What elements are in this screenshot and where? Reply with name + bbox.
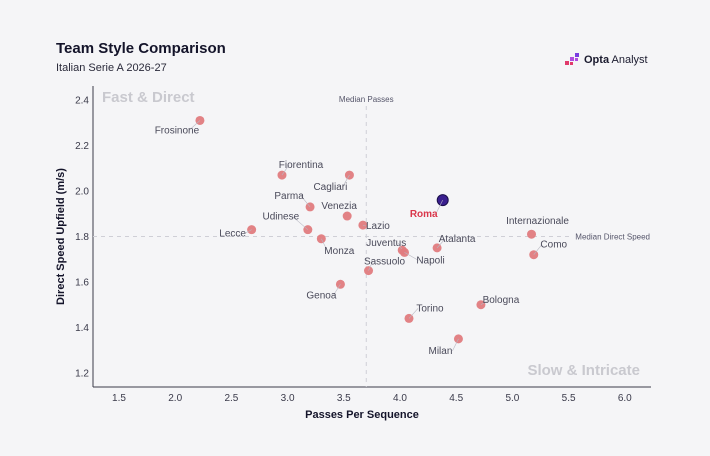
label-leader-lazio [362, 224, 367, 227]
x-tick-label: 5.0 [505, 393, 519, 404]
quadrant-label-fast-direct: Fast & Direct [102, 89, 195, 106]
x-tick-label: 5.5 [562, 393, 576, 404]
label-leader-frosinone [188, 120, 201, 131]
data-label-genoa: Genoa [306, 290, 336, 301]
label-leader-atalanta [436, 238, 446, 249]
label-leader-genoa [333, 284, 341, 296]
label-leader-fiorentina [281, 164, 290, 176]
y-tick-label: 1.2 [75, 369, 89, 380]
data-point-venezia [342, 211, 352, 221]
label-leader-milan [452, 338, 459, 352]
x-tick-label: 2.0 [168, 393, 182, 404]
data-label-internazionale: Internazionale [506, 216, 569, 227]
x-tick-label: 4.5 [449, 393, 463, 404]
data-label-como: Como [540, 240, 567, 251]
x-tick-label: 4.0 [393, 393, 407, 404]
median-passes-label: Median Passes [339, 95, 394, 104]
y-tick-label: 1.6 [75, 278, 89, 289]
data-label-fiorentina: Fiorentina [279, 160, 324, 171]
label-leader-parma [300, 195, 311, 208]
y-tick-label: 2.4 [75, 96, 89, 107]
data-label-cagliari: Cagliari [313, 182, 347, 193]
data-point-internazionale [527, 229, 537, 239]
label-leader-monza [321, 238, 328, 251]
y-tick-label: 1.4 [75, 323, 89, 334]
data-label-milan: Milan [428, 346, 452, 357]
quadrant-label-slow-intricate: Slow & Intricate [527, 362, 640, 379]
data-label-lazio: Lazio [366, 221, 390, 232]
data-label-parma: Parma [274, 191, 304, 202]
chart-title: Team Style Comparison [56, 40, 226, 57]
data-label-juventus: Juventus [366, 238, 406, 249]
data-label-venezia: Venezia [321, 201, 357, 212]
x-tick-label: 2.5 [224, 393, 238, 404]
label-leader-como [533, 244, 542, 255]
y-tick-label: 1.8 [75, 232, 89, 243]
label-leader-juventus [397, 243, 403, 251]
data-label-lecce: Lecce [219, 229, 246, 240]
x-tick-label: 3.0 [281, 393, 295, 404]
data-label-sassuolo: Sassuolo [364, 257, 406, 268]
y-tick-label: 2.2 [75, 141, 89, 152]
label-leader-bologna [480, 299, 490, 306]
data-label-napoli: Napoli [416, 255, 444, 266]
data-label-bologna: Bologna [483, 295, 520, 306]
x-axis-label: Passes Per Sequence [305, 409, 419, 421]
opta-analyst-logo: Opta Analyst [565, 53, 648, 67]
x-tick-label: 6.0 [618, 393, 632, 404]
data-point-como [529, 250, 539, 260]
label-leader-cagliari [342, 174, 350, 188]
data-point-napoli [399, 247, 409, 257]
brand-name: Opta Analyst [584, 54, 648, 66]
label-leader-sassuolo [368, 261, 373, 271]
data-label-torino: Torino [416, 303, 444, 314]
label-leader-napoli [404, 252, 419, 261]
data-label-roma: Roma [410, 209, 438, 220]
label-leader-torino [408, 308, 419, 319]
label-leader-roma [435, 199, 443, 215]
y-axis-label: Direct Speed Upfield (m/s) [55, 168, 67, 305]
data-label-atalanta: Atalanta [439, 234, 476, 245]
x-tick-label: 1.5 [112, 393, 126, 404]
opta-logo-icon [565, 53, 579, 65]
y-tick-label: 2.0 [75, 187, 89, 198]
data-label-frosinone: Frosinone [155, 125, 200, 136]
data-point-lecce [247, 225, 257, 235]
x-tick-label: 3.5 [337, 393, 351, 404]
median-speed-label: Median Direct Speed [575, 233, 650, 242]
chart-subtitle: Italian Serie A 2026-27 [56, 62, 167, 74]
label-leader-udinese [292, 216, 309, 230]
data-label-udinese: Udinese [262, 212, 299, 223]
data-label-monza: Monza [324, 246, 354, 257]
label-leader-lecce [244, 229, 252, 234]
